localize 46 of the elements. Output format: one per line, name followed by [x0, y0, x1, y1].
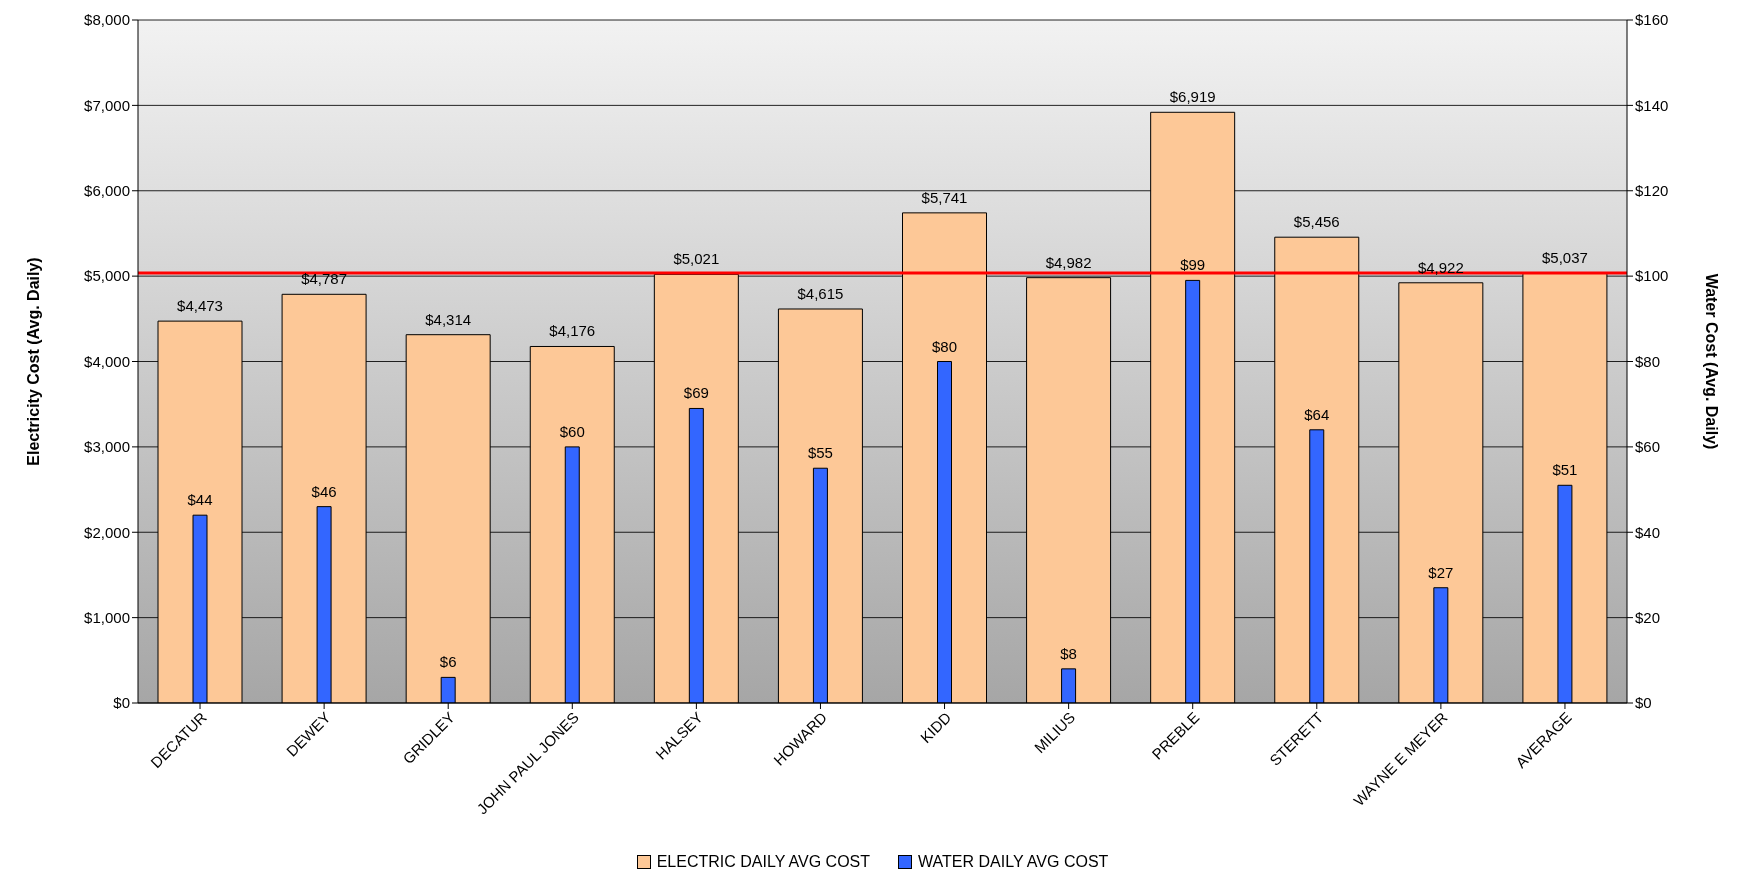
data-label: $5,037: [1541, 248, 1588, 266]
y-tick-label: $0: [113, 694, 130, 712]
legend-label: ELECTRIC DAILY AVG COST: [656, 853, 871, 871]
data-label: $99: [1180, 256, 1206, 274]
y-tick-label: $6,000: [84, 182, 130, 200]
data-label: $4,615: [797, 284, 844, 302]
data-label: $5,456: [1293, 213, 1340, 231]
data-label: $5,741: [921, 188, 968, 206]
y2-axis-title: Water Cost (Avg. Daily): [1703, 273, 1721, 450]
data-label: $55: [807, 444, 833, 462]
data-label: $4,314: [425, 310, 472, 328]
data-label: $6,919: [1169, 88, 1216, 106]
y2-tick-label: $40: [1635, 523, 1661, 541]
y-tick-label: $5,000: [84, 267, 130, 285]
y2-tick-label: $20: [1635, 608, 1661, 626]
data-label: $6: [439, 653, 457, 671]
data-label: $5,021: [673, 250, 720, 268]
y2-tick-label: $160: [1635, 11, 1669, 29]
data-label: $4,787: [301, 270, 348, 288]
data-label: $4,176: [549, 322, 596, 340]
y-axis-title: Electricity Cost (Avg. Daily): [24, 257, 42, 466]
data-label: $44: [187, 491, 213, 509]
data-label: $69: [683, 384, 709, 402]
data-label: $51: [1552, 461, 1578, 479]
y-tick-label: $8,000: [84, 11, 130, 29]
y2-tick-label: $80: [1635, 352, 1661, 370]
y2-tick-label: $60: [1635, 438, 1661, 456]
y2-tick-label: $100: [1635, 267, 1669, 285]
data-label: $46: [311, 482, 337, 500]
data-label: $60: [559, 422, 585, 440]
data-label: $80: [931, 337, 958, 355]
data-label: $64: [1304, 405, 1330, 423]
y-tick-label: $3,000: [84, 438, 130, 456]
y2-tick-label: $140: [1635, 96, 1669, 114]
data-label: $4,922: [1417, 258, 1464, 276]
data-label: $8: [1060, 644, 1077, 662]
y-tick-label: $7,000: [84, 96, 130, 114]
data-label: $4,982: [1045, 253, 1092, 271]
legend-label: WATER DAILY AVG COST: [918, 853, 1109, 871]
y-tick-label: $1,000: [84, 608, 130, 626]
y-tick-label: $4,000: [84, 352, 130, 370]
y2-tick-label: $0: [1635, 694, 1652, 712]
y-tick-label: $2,000: [84, 523, 130, 541]
y2-tick-label: $120: [1635, 182, 1669, 200]
data-label: $4,473: [177, 297, 223, 315]
data-label: $27: [1428, 563, 1454, 581]
